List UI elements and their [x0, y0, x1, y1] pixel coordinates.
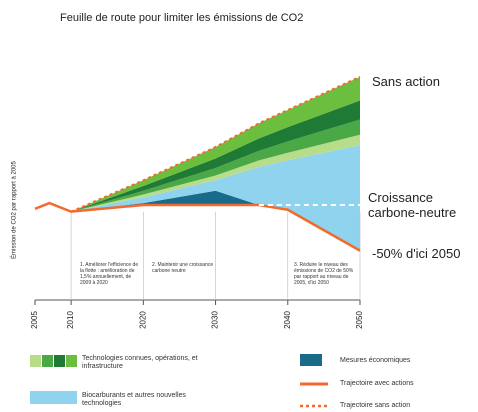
legend-label: Trajectoire sans action: [340, 402, 411, 409]
x-tick-label: 2010: [66, 311, 75, 329]
legend-swatch: [66, 355, 77, 367]
y-axis-label: Émission de CO2 par rapport à 2005: [11, 160, 18, 258]
area: [35, 190, 360, 251]
area: [35, 145, 360, 251]
legend-label: Mesures économiques: [340, 357, 411, 364]
legend-swatch: [30, 355, 41, 367]
legend-swatch: [54, 355, 65, 367]
x-tick-label: 2050: [355, 311, 364, 329]
annotation: 3. Réduire le niveau des émissions de CO…: [294, 262, 354, 286]
x-tick-label: 2040: [283, 311, 292, 329]
x-tick-label: 2030: [211, 311, 220, 329]
legend-label: Trajectoire avec actions: [340, 380, 414, 387]
legend-label: Technologies connues, opérations, et inf…: [82, 355, 198, 370]
legend-label: Biocarburants et autres nouvelles techno…: [82, 392, 186, 407]
legend-swatch: [30, 391, 77, 404]
legend-swatch: [42, 355, 53, 367]
annotation: 1. Améliorer l'efficience de la flotte :…: [80, 262, 139, 286]
x-tick-label: 2020: [138, 311, 147, 329]
side-label: -50% d'ici 2050: [372, 246, 461, 261]
line: [34, 201, 361, 252]
x-tick-label: 2005: [30, 311, 39, 329]
legend-swatch: [300, 354, 322, 366]
chart-title: Feuille de route pour limiter les émissi…: [60, 12, 304, 24]
side-label: Croissance carbone-neutre: [368, 190, 457, 220]
annotation: 2. Maintenir une croissance carbone neut…: [152, 262, 214, 274]
line: [70, 75, 361, 213]
side-label: Sans action: [372, 74, 440, 89]
